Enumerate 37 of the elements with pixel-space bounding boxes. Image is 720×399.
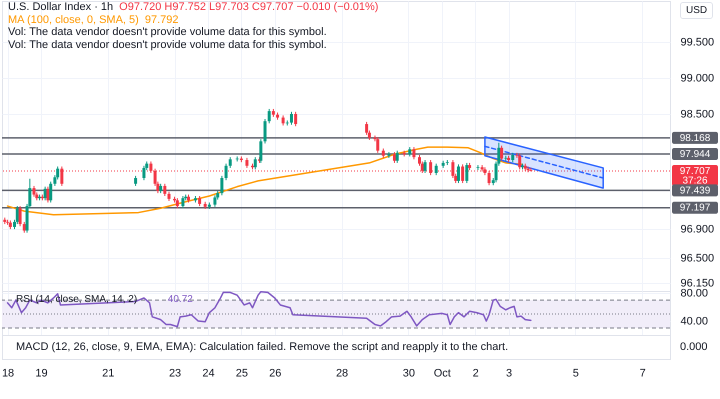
y-tick-label: 96.900 [680, 224, 714, 236]
x-tick-label: 5 [572, 368, 579, 380]
x-tick-label: 7 [640, 368, 646, 380]
x-tick-label: 25 [236, 368, 248, 380]
y-tick-label: 99.000 [680, 72, 714, 84]
x-tick-label: 28 [336, 368, 348, 380]
ref-line-label: 97.707 37:26 [680, 166, 711, 187]
chart-title: U.S. Dollar Index · 1h [8, 1, 114, 13]
y-tick-label: 80.00 [680, 288, 708, 300]
ref-line-label: 98.168 [680, 132, 711, 144]
ref-line-label: 97.197 [680, 202, 711, 214]
text: 0.000 [680, 341, 708, 353]
x-tick-label: 23 [168, 368, 182, 380]
x-tick-label: 26 [269, 368, 282, 380]
annotation: 97.792 [144, 14, 178, 26]
y-axis-title: USD [680, 2, 714, 19]
y-tick-label: 40.00 [680, 316, 708, 328]
y-tick-label: 96.500 [680, 252, 714, 264]
x-tick-label: 21 [102, 368, 114, 380]
annotation: Vol: The data vendor doesn't provide volume data for this symbol. [8, 26, 327, 38]
x-tick-label: 3 [506, 368, 512, 380]
text: MACD (12, 26, close, 9, EMA, EMA): Calculation failed. Remove the script and reapply it to the chart. [16, 341, 508, 353]
annotation: 40.72 [168, 294, 194, 305]
ref-line-label: 97.944 [680, 148, 711, 160]
text: MA (100, close, 0, SMA, 5) [8, 14, 139, 26]
ref-line-label: 97.439 [680, 185, 711, 196]
y-tick-label: 96.150 [680, 278, 714, 290]
annotation: O97.720 H97.752 L97.703 C97.707 −0.010 (−0.01%) [119, 1, 378, 13]
x-tick-label: Oct [434, 368, 451, 380]
x-tick-label: 30 [402, 368, 415, 380]
x-tick-label: 19 [35, 368, 48, 380]
x-tick-label: 24 [202, 368, 215, 380]
y-tick-label: 99.500 [680, 36, 714, 49]
x-tick-label: 2 [472, 368, 479, 380]
x-tick-label: 18 [2, 368, 14, 380]
annotation: Vol: The data vendor doesn't provide volume data for this symbol. [8, 38, 327, 50]
y-tick-label: 98.500 [680, 108, 714, 120]
